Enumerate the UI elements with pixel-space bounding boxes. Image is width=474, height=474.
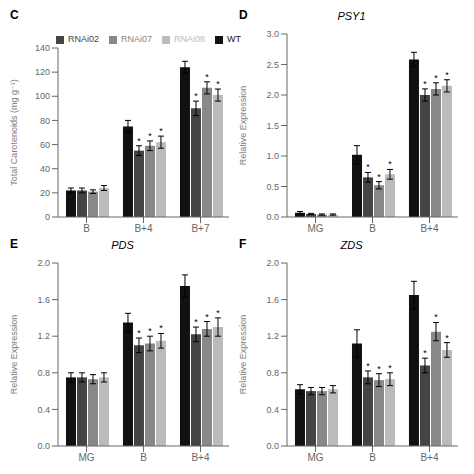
svg-text:60: 60	[40, 140, 50, 150]
svg-text:B+4: B+4	[420, 223, 439, 234]
html-text:E: E	[10, 237, 18, 251]
svg-text:0.4: 0.4	[37, 405, 50, 415]
svg-text:0.5: 0.5	[266, 182, 279, 192]
svg-text:*: *	[194, 91, 198, 101]
svg-text:0.4: 0.4	[266, 405, 279, 415]
html-text:PDS: PDS	[111, 239, 134, 251]
svg-text:*: *	[445, 70, 449, 80]
svg-text:*: *	[445, 333, 449, 343]
html-text:RNAi07: RNAi07	[121, 34, 152, 44]
svg-text:80: 80	[40, 116, 50, 126]
svg-text:1.6: 1.6	[37, 295, 50, 305]
svg-text:*: *	[159, 126, 163, 136]
svg-text:*: *	[434, 73, 438, 83]
svg-text:*: *	[137, 328, 141, 338]
html-text:D: D	[239, 8, 248, 22]
svg-text:*: *	[216, 79, 220, 89]
svg-text:2.0: 2.0	[37, 258, 50, 268]
html-text:RNAi02: RNAi02	[68, 34, 99, 44]
svg-text:*: *	[434, 312, 438, 322]
svg-text:0.0: 0.0	[266, 441, 279, 451]
svg-text:B: B	[369, 223, 376, 234]
svg-text:0.8: 0.8	[37, 368, 50, 378]
svg-text:*: *	[366, 162, 370, 172]
svg-text:*: *	[148, 131, 152, 141]
svg-text:Relative Expression: Relative Expression	[9, 315, 19, 395]
svg-text:140: 140	[35, 43, 50, 53]
svg-text:*: *	[388, 363, 392, 373]
svg-text:MG: MG	[307, 223, 323, 234]
svg-text:MG: MG	[307, 452, 323, 463]
svg-text:Total Carotenoids (mg g⁻¹): Total Carotenoids (mg g⁻¹)	[9, 79, 19, 185]
svg-text:3.0: 3.0	[266, 29, 279, 39]
svg-text:B: B	[369, 452, 376, 463]
svg-text:0.8: 0.8	[266, 368, 279, 378]
svg-text:1.5: 1.5	[266, 121, 279, 131]
svg-text:*: *	[148, 326, 152, 336]
svg-text:40: 40	[40, 164, 50, 174]
svg-text:*: *	[423, 79, 427, 89]
svg-text:Relative Expression: Relative Expression	[238, 86, 248, 166]
svg-text:1.6: 1.6	[266, 295, 279, 305]
html-text:PSY1: PSY1	[337, 10, 366, 22]
svg-text:*: *	[423, 348, 427, 358]
svg-text:*: *	[366, 361, 370, 371]
svg-text:*: *	[159, 323, 163, 333]
html-text:RNAi08: RNAi08	[174, 34, 205, 44]
svg-text:1.0: 1.0	[266, 151, 279, 161]
svg-text:Relative Expression: Relative Expression	[238, 315, 248, 395]
html-text:F: F	[239, 237, 247, 251]
html-text:C: C	[10, 8, 19, 22]
svg-text:B+4: B+4	[134, 223, 153, 234]
svg-text:0.0: 0.0	[37, 441, 50, 451]
html-text:WT: WT	[227, 34, 241, 44]
svg-text:B+7: B+7	[191, 223, 210, 234]
svg-text:0.0: 0.0	[266, 212, 279, 222]
svg-text:*: *	[194, 317, 198, 327]
svg-text:B: B	[140, 452, 147, 463]
html-text:ZDS: ZDS	[340, 239, 363, 251]
svg-text:*: *	[205, 312, 209, 322]
svg-text:20: 20	[40, 188, 50, 198]
svg-text:B+4: B+4	[191, 452, 210, 463]
svg-text:*: *	[377, 172, 381, 182]
svg-text:B: B	[83, 223, 90, 234]
svg-text:2.5: 2.5	[266, 60, 279, 70]
svg-text:*: *	[377, 364, 381, 374]
svg-text:1.2: 1.2	[37, 331, 50, 341]
svg-text:1.2: 1.2	[266, 331, 279, 341]
svg-text:*: *	[388, 159, 392, 169]
svg-text:2.0: 2.0	[266, 258, 279, 268]
svg-text:*: *	[216, 308, 220, 318]
svg-text:*: *	[205, 72, 209, 82]
svg-text:B+4: B+4	[420, 452, 439, 463]
svg-text:MG: MG	[78, 452, 94, 463]
svg-text:120: 120	[35, 67, 50, 77]
svg-text:100: 100	[35, 91, 50, 101]
svg-text:0: 0	[45, 212, 50, 222]
svg-text:*: *	[137, 136, 141, 146]
svg-text:2.0: 2.0	[266, 90, 279, 100]
